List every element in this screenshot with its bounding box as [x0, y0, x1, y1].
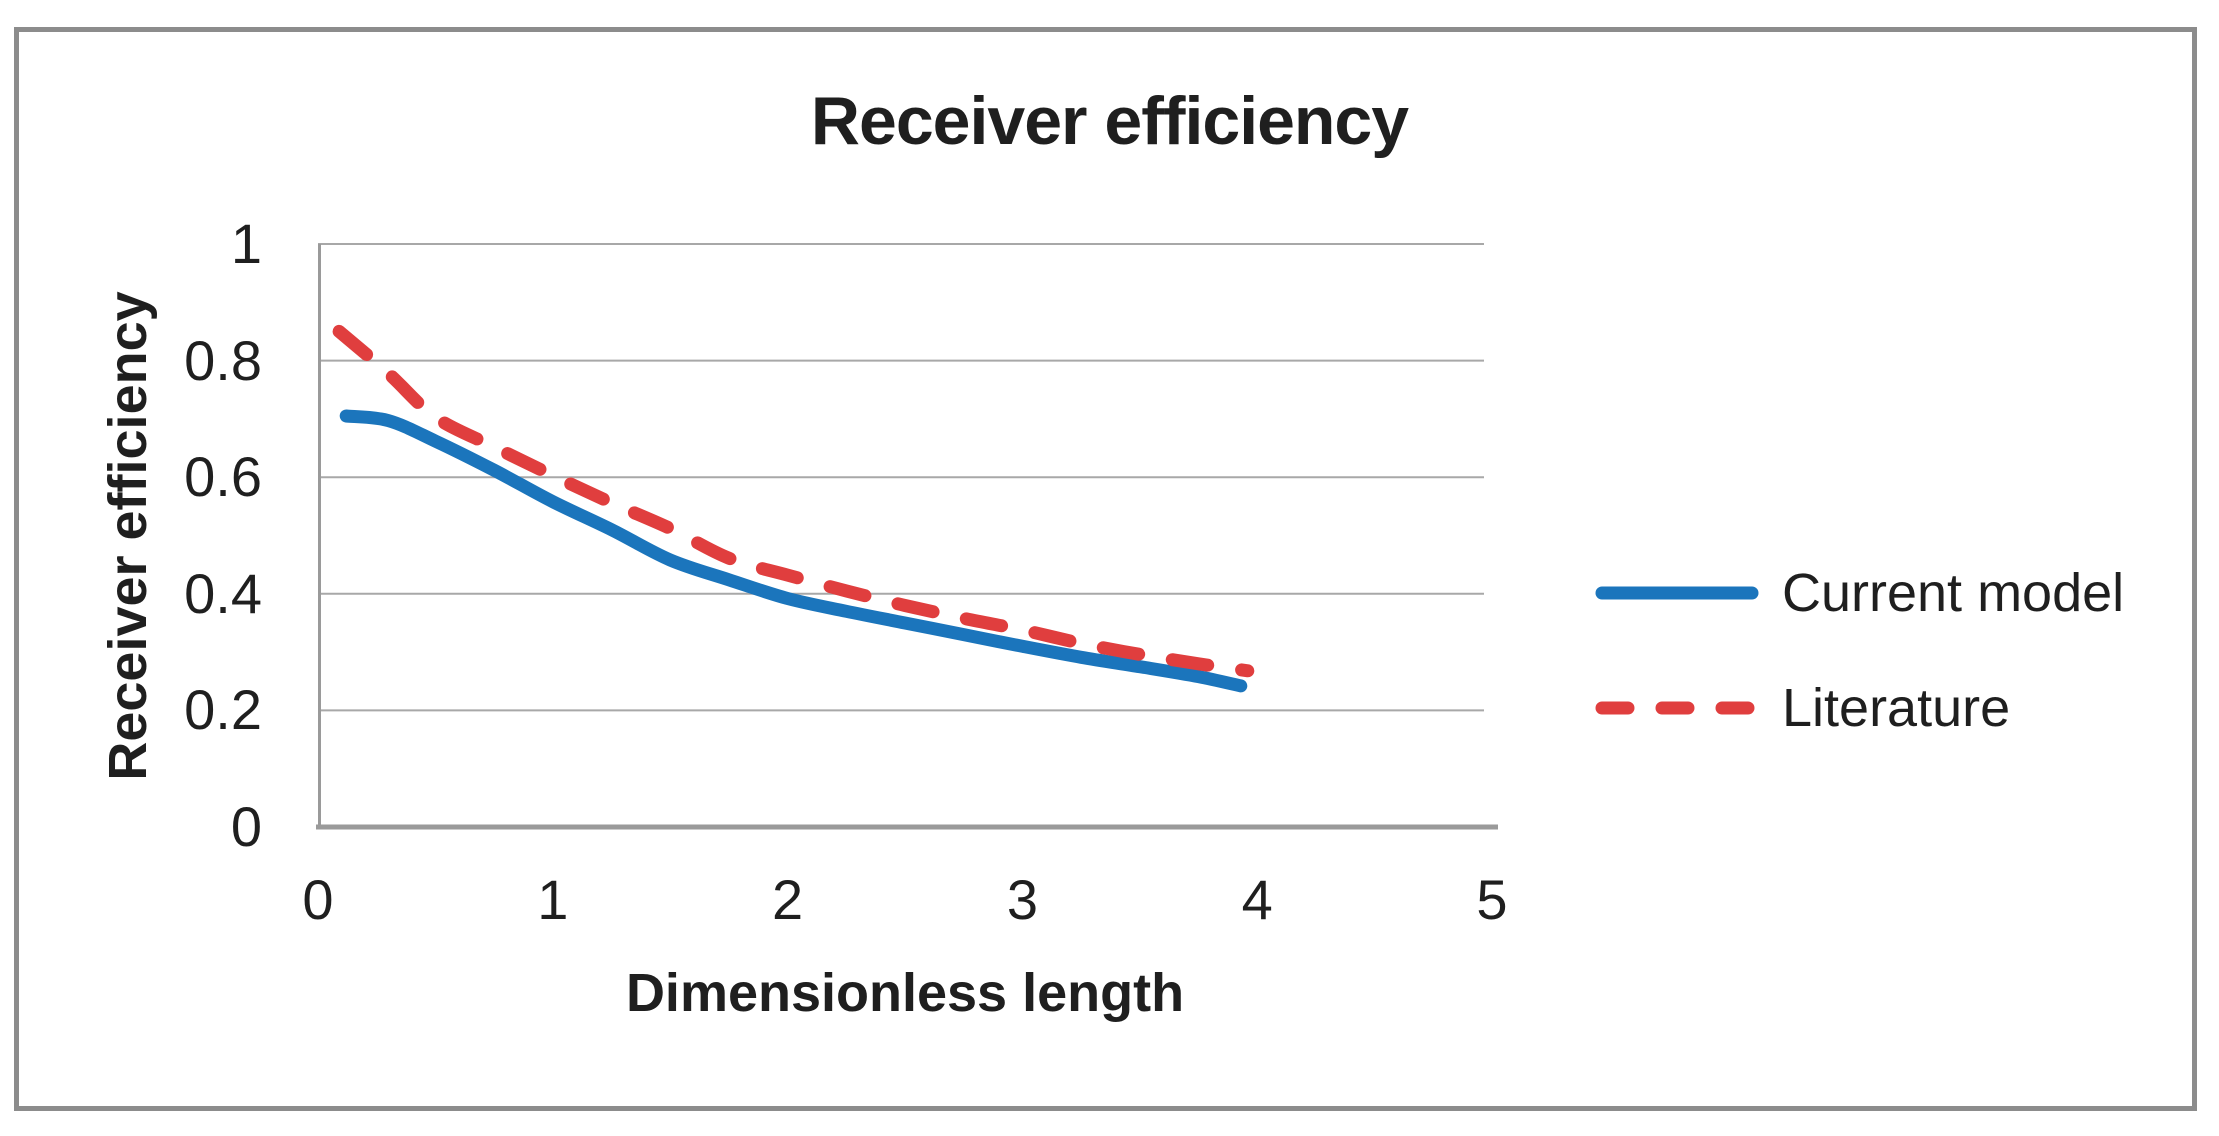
dashed-line-swatch-icon	[1595, 701, 1759, 715]
legend-item-literature: Literature	[1594, 673, 2124, 743]
x-tick-label: 5	[1476, 868, 1508, 931]
legend-item-current-model: Current model	[1594, 558, 2124, 628]
legend-label: Current model	[1782, 563, 2125, 623]
series-line-current-model	[339, 409, 1248, 693]
chart-title: Receiver efficiency	[810, 83, 1409, 159]
x-tick-label: 0	[302, 868, 334, 931]
y-tick-label: 0	[230, 795, 262, 858]
chart-border-frame	[14, 27, 2197, 1111]
x-tick-label: 1	[537, 868, 569, 931]
y-tick-label: 0.4	[184, 561, 262, 625]
y-tick-label: 0.8	[184, 328, 262, 392]
x-tick-label: 3	[1006, 868, 1038, 931]
x-tick-label: 2	[772, 868, 804, 931]
series-line-literature	[332, 324, 1255, 678]
x-tick-label: 4	[1241, 868, 1273, 931]
y-tick-label: 0.2	[184, 678, 262, 742]
solid-line-swatch-icon	[1595, 586, 1759, 600]
x-axis-title: Dimensionless length	[625, 963, 1185, 1023]
legend: Current model Literature	[1594, 558, 2124, 788]
legend-label: Literature	[1782, 678, 2011, 738]
y-tick-label: 0.6	[184, 445, 262, 509]
y-tick-label: 1	[230, 212, 262, 275]
